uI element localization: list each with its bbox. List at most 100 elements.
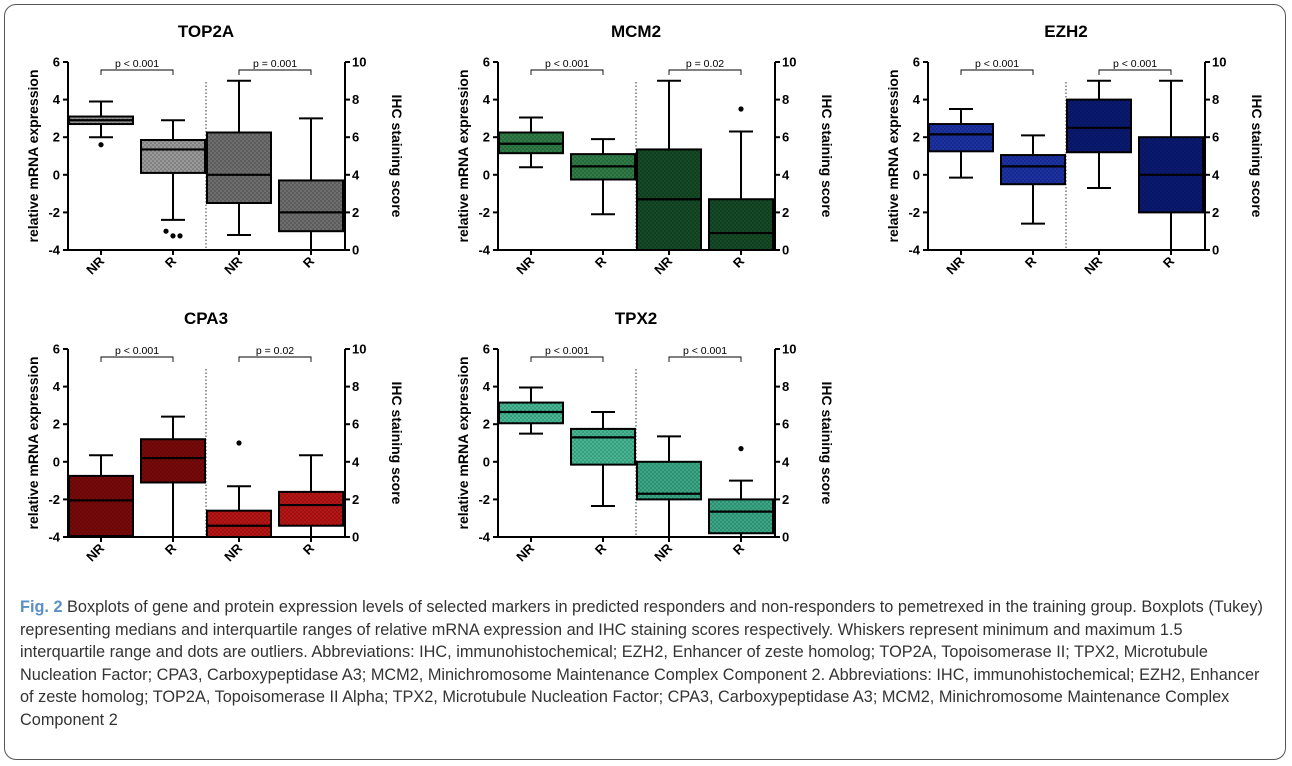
box-4 <box>708 446 774 538</box>
category-label: R <box>730 253 748 271</box>
caption-label: Fig. 2 <box>20 598 63 616</box>
chart-title: MCM2 <box>611 22 661 41</box>
left-tick-label: 4 <box>53 379 61 394</box>
right-tick-label: 0 <box>782 530 789 545</box>
panel-mcm2: MCM2 -4 -2 0 2 4 6 0 2 4 6 8 10 relative mRNA express… <box>430 0 860 290</box>
box-3 <box>206 440 272 538</box>
category-label: R <box>300 253 318 271</box>
significance-bracket <box>530 69 604 75</box>
box-body <box>570 427 636 466</box>
box-2 <box>570 410 636 507</box>
box-body <box>206 131 272 204</box>
right-tick-label: 0 <box>352 243 359 258</box>
panel-tpx2: TPX2 -4 -2 0 2 4 6 0 2 4 6 8 10 relative mRNA express… <box>430 287 860 577</box>
left-tick-label: 4 <box>483 379 491 394</box>
right-tick-label: 6 <box>782 417 789 432</box>
p-value-label: p < 0.001 <box>683 345 727 357</box>
chart-svg: TOP2A -4 -2 0 2 4 6 0 2 4 6 8 10 relative mRNA expres… <box>25 22 405 277</box>
category-label: NR <box>83 540 107 564</box>
category-label: R <box>1160 253 1178 271</box>
left-tick-label: -2 <box>908 205 920 220</box>
category-label: R <box>592 253 610 271</box>
right-tick-label: 6 <box>1212 130 1219 145</box>
significance-bracket <box>668 69 742 75</box>
left-tick-label: 2 <box>483 417 490 432</box>
box-3 <box>206 79 272 236</box>
left-tick-label: 0 <box>53 167 60 182</box>
category-label: NR <box>513 540 537 564</box>
right-tick-label: 10 <box>352 342 366 357</box>
p-value-label: p < 0.001 <box>115 345 159 357</box>
right-tick-label: 8 <box>1212 92 1219 107</box>
left-tick-label: 6 <box>53 342 60 357</box>
y-axis-label-right: IHC staining score <box>1249 95 1265 218</box>
left-tick-label: 6 <box>913 55 920 70</box>
chart-svg: TPX2 -4 -2 0 2 4 6 0 2 4 6 8 10 relative mRNA express… <box>455 309 835 564</box>
right-tick-label: 4 <box>782 167 790 182</box>
left-tick-label: -2 <box>478 205 490 220</box>
box-body <box>1066 98 1132 154</box>
figure-panels: TOP2A -4 -2 0 2 4 6 0 2 4 6 8 10 relative mRNA expres… <box>0 0 1290 577</box>
category-label: NR <box>943 253 967 277</box>
box-1 <box>928 108 994 179</box>
chart-svg: CPA3 -4 -2 0 2 4 6 0 2 4 6 8 10 relative mRNA express… <box>25 309 405 564</box>
figure-frame <box>4 4 1286 760</box>
category-label: NR <box>1081 253 1105 277</box>
right-tick-label: 0 <box>782 243 789 258</box>
box-2 <box>140 119 206 239</box>
right-tick-label: 2 <box>1212 205 1219 220</box>
box-2 <box>1000 134 1066 225</box>
left-tick-label: -4 <box>478 243 490 258</box>
significance-bracket <box>530 356 604 362</box>
figure-caption: Fig. 2 Boxplots of gene and protein expr… <box>20 596 1270 732</box>
left-tick-label: -4 <box>908 243 920 258</box>
significance-bracket <box>238 69 312 75</box>
right-tick-label: 2 <box>352 492 359 507</box>
left-tick-label: 6 <box>483 55 490 70</box>
caption-text: Boxplots of gene and protein expression … <box>20 598 1263 729</box>
category-label: NR <box>221 540 245 564</box>
box-1 <box>498 386 564 435</box>
chart-title: CPA3 <box>184 309 228 328</box>
left-tick-label: 4 <box>913 92 921 107</box>
left-tick-label: 2 <box>483 130 490 145</box>
category-label: NR <box>651 540 675 564</box>
right-tick-label: 6 <box>352 417 359 432</box>
right-tick-label: 0 <box>352 530 359 545</box>
box-body <box>278 490 344 527</box>
y-axis-label-left: relative mRNA expression <box>25 70 41 243</box>
box-body <box>928 123 994 153</box>
outlier-point <box>177 233 183 239</box>
category-label: NR <box>83 253 107 277</box>
panel-cpa3: CPA3 -4 -2 0 2 4 6 0 2 4 6 8 10 relative mRNA express… <box>0 287 430 577</box>
box-body <box>140 139 206 174</box>
box-4 <box>708 106 774 252</box>
p-value-label: p < 0.001 <box>1113 58 1157 70</box>
y-axis-label-right: IHC staining score <box>819 382 835 505</box>
left-tick-label: 0 <box>913 167 920 182</box>
category-label: R <box>592 540 610 558</box>
right-tick-label: 2 <box>782 492 789 507</box>
left-tick-label: -4 <box>478 530 490 545</box>
box-4 <box>278 117 344 251</box>
significance-bracket <box>100 356 174 362</box>
category-label: NR <box>651 253 675 277</box>
right-tick-label: 6 <box>782 130 789 145</box>
significance-bracket <box>238 356 312 362</box>
left-tick-label: 0 <box>483 167 490 182</box>
outlier-point <box>738 446 744 452</box>
y-axis-label-right: IHC staining score <box>819 95 835 218</box>
right-tick-label: 0 <box>1212 243 1219 258</box>
right-tick-label: 10 <box>782 55 796 70</box>
left-tick-label: -2 <box>478 492 490 507</box>
panel-ezh2: EZH2 -4 -2 0 2 4 6 0 2 4 6 8 10 relative mRNA express… <box>860 0 1290 290</box>
right-tick-label: 6 <box>352 130 359 145</box>
left-tick-label: 2 <box>913 130 920 145</box>
category-label: R <box>730 540 748 558</box>
right-tick-label: 2 <box>782 205 789 220</box>
left-tick-label: 6 <box>483 342 490 357</box>
box-body <box>278 179 344 233</box>
outlier-point <box>163 228 169 234</box>
p-value-label: p < 0.001 <box>545 345 589 357</box>
left-tick-label: 2 <box>53 130 60 145</box>
